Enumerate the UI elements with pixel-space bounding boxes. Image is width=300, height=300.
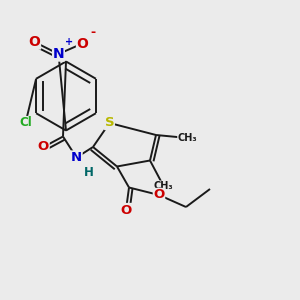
Text: -: - — [90, 26, 95, 39]
Text: CH₃: CH₃ — [178, 133, 197, 143]
Text: CH₃: CH₃ — [154, 181, 173, 191]
Text: S: S — [105, 116, 114, 130]
Text: Cl: Cl — [19, 116, 32, 130]
Text: H: H — [84, 166, 93, 179]
Text: O: O — [120, 203, 132, 217]
Text: O: O — [76, 37, 88, 50]
Text: O: O — [28, 35, 40, 49]
Text: N: N — [53, 47, 64, 61]
Text: N: N — [71, 151, 82, 164]
Text: O: O — [153, 188, 165, 202]
Text: O: O — [38, 140, 49, 154]
Text: +: + — [65, 37, 73, 47]
